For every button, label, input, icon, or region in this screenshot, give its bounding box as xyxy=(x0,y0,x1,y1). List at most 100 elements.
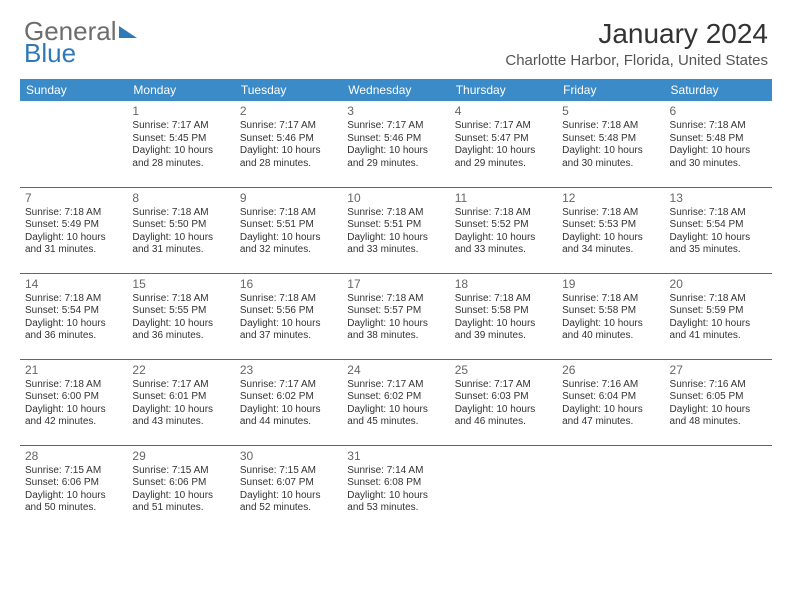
calendar-day-cell: 23Sunrise: 7:17 AMSunset: 6:02 PMDayligh… xyxy=(235,359,342,445)
day-detail-line: Sunrise: 7:18 AM xyxy=(670,120,767,133)
day-detail-line: and 47 minutes. xyxy=(562,416,659,429)
day-detail-line: Daylight: 10 hours xyxy=(670,318,767,331)
calendar-day-cell: 7Sunrise: 7:18 AMSunset: 5:49 PMDaylight… xyxy=(20,187,127,273)
calendar-day-cell: 8Sunrise: 7:18 AMSunset: 5:50 PMDaylight… xyxy=(127,187,234,273)
location: Charlotte Harbor, Florida, United States xyxy=(505,52,768,69)
day-detail-line: Daylight: 10 hours xyxy=(25,318,122,331)
day-detail-line: Sunset: 5:56 PM xyxy=(240,305,337,318)
calendar-day-cell: 24Sunrise: 7:17 AMSunset: 6:02 PMDayligh… xyxy=(342,359,449,445)
day-detail-line: Sunrise: 7:15 AM xyxy=(240,465,337,478)
day-number: 14 xyxy=(25,277,122,292)
day-detail-line: Sunset: 5:53 PM xyxy=(562,219,659,232)
day-detail-line: Daylight: 10 hours xyxy=(240,145,337,158)
day-detail-line: Sunset: 5:54 PM xyxy=(670,219,767,232)
day-number: 26 xyxy=(562,363,659,378)
calendar-day-cell: 4Sunrise: 7:17 AMSunset: 5:47 PMDaylight… xyxy=(450,101,557,187)
day-header: Tuesday xyxy=(235,79,342,101)
calendar-day-cell: 1Sunrise: 7:17 AMSunset: 5:45 PMDaylight… xyxy=(127,101,234,187)
day-detail-line: Sunrise: 7:18 AM xyxy=(455,207,552,220)
day-detail-line: Daylight: 10 hours xyxy=(25,404,122,417)
calendar-day-cell: 26Sunrise: 7:16 AMSunset: 6:04 PMDayligh… xyxy=(557,359,664,445)
calendar-day-cell: 22Sunrise: 7:17 AMSunset: 6:01 PMDayligh… xyxy=(127,359,234,445)
calendar-week-row: 7Sunrise: 7:18 AMSunset: 5:49 PMDaylight… xyxy=(20,187,772,273)
day-detail-line: and 48 minutes. xyxy=(670,416,767,429)
day-detail-line: and 44 minutes. xyxy=(240,416,337,429)
day-detail-line: Sunset: 5:48 PM xyxy=(670,133,767,146)
day-number: 17 xyxy=(347,277,444,292)
calendar-day-cell xyxy=(450,445,557,531)
day-detail-line: Daylight: 10 hours xyxy=(347,490,444,503)
day-detail-line: and 33 minutes. xyxy=(455,244,552,257)
calendar-day-cell: 31Sunrise: 7:14 AMSunset: 6:08 PMDayligh… xyxy=(342,445,449,531)
day-detail-line: Daylight: 10 hours xyxy=(670,404,767,417)
day-detail-line: Sunset: 5:59 PM xyxy=(670,305,767,318)
day-number: 16 xyxy=(240,277,337,292)
day-detail-line: Daylight: 10 hours xyxy=(240,318,337,331)
day-number: 15 xyxy=(132,277,229,292)
day-detail-line: Sunset: 5:46 PM xyxy=(240,133,337,146)
day-number: 29 xyxy=(132,449,229,464)
day-number: 7 xyxy=(25,191,122,206)
day-detail-line: and 51 minutes. xyxy=(132,502,229,515)
day-detail-line: Sunset: 5:47 PM xyxy=(455,133,552,146)
day-detail-line: Sunrise: 7:17 AM xyxy=(347,120,444,133)
day-detail-line: Daylight: 10 hours xyxy=(670,232,767,245)
day-detail-line: and 36 minutes. xyxy=(25,330,122,343)
day-detail-line: Sunrise: 7:15 AM xyxy=(25,465,122,478)
day-detail-line: Daylight: 10 hours xyxy=(670,145,767,158)
brand-logo: GeneralBlue xyxy=(24,18,141,66)
day-detail-line: Sunrise: 7:18 AM xyxy=(132,293,229,306)
day-detail-line: and 28 minutes. xyxy=(132,158,229,171)
day-number: 23 xyxy=(240,363,337,378)
calendar-day-cell: 16Sunrise: 7:18 AMSunset: 5:56 PMDayligh… xyxy=(235,273,342,359)
day-detail-line: and 46 minutes. xyxy=(455,416,552,429)
calendar-day-cell: 21Sunrise: 7:18 AMSunset: 6:00 PMDayligh… xyxy=(20,359,127,445)
day-detail-line: Sunrise: 7:18 AM xyxy=(562,120,659,133)
day-detail-line: Sunrise: 7:18 AM xyxy=(455,293,552,306)
calendar-day-cell: 25Sunrise: 7:17 AMSunset: 6:03 PMDayligh… xyxy=(450,359,557,445)
day-number: 5 xyxy=(562,104,659,119)
day-detail-line: and 36 minutes. xyxy=(132,330,229,343)
calendar-day-cell: 14Sunrise: 7:18 AMSunset: 5:54 PMDayligh… xyxy=(20,273,127,359)
calendar-day-cell: 2Sunrise: 7:17 AMSunset: 5:46 PMDaylight… xyxy=(235,101,342,187)
day-detail-line: Sunrise: 7:18 AM xyxy=(347,293,444,306)
day-detail-line: Sunrise: 7:17 AM xyxy=(347,379,444,392)
calendar-week-row: 1Sunrise: 7:17 AMSunset: 5:45 PMDaylight… xyxy=(20,101,772,187)
day-detail-line: Sunrise: 7:16 AM xyxy=(562,379,659,392)
calendar-day-cell: 10Sunrise: 7:18 AMSunset: 5:51 PMDayligh… xyxy=(342,187,449,273)
day-detail-line: Sunrise: 7:17 AM xyxy=(455,379,552,392)
calendar-week-row: 28Sunrise: 7:15 AMSunset: 6:06 PMDayligh… xyxy=(20,445,772,531)
day-number: 25 xyxy=(455,363,552,378)
day-detail-line: Sunset: 6:02 PM xyxy=(347,391,444,404)
day-number: 10 xyxy=(347,191,444,206)
day-detail-line: Sunset: 5:58 PM xyxy=(562,305,659,318)
day-detail-line: and 30 minutes. xyxy=(562,158,659,171)
calendar-day-cell: 15Sunrise: 7:18 AMSunset: 5:55 PMDayligh… xyxy=(127,273,234,359)
day-detail-line: Sunrise: 7:17 AM xyxy=(455,120,552,133)
day-number: 27 xyxy=(670,363,767,378)
day-detail-line: and 29 minutes. xyxy=(455,158,552,171)
day-detail-line: Daylight: 10 hours xyxy=(240,232,337,245)
day-number: 18 xyxy=(455,277,552,292)
calendar-day-cell xyxy=(665,445,772,531)
day-detail-line: Sunset: 5:45 PM xyxy=(132,133,229,146)
day-detail-line: and 33 minutes. xyxy=(347,244,444,257)
day-detail-line: Sunrise: 7:18 AM xyxy=(240,207,337,220)
day-detail-line: Sunrise: 7:17 AM xyxy=(240,379,337,392)
calendar-day-cell: 12Sunrise: 7:18 AMSunset: 5:53 PMDayligh… xyxy=(557,187,664,273)
day-detail-line: Daylight: 10 hours xyxy=(562,145,659,158)
calendar-day-cell: 3Sunrise: 7:17 AMSunset: 5:46 PMDaylight… xyxy=(342,101,449,187)
day-detail-line: and 29 minutes. xyxy=(347,158,444,171)
day-detail-line: Daylight: 10 hours xyxy=(132,232,229,245)
calendar-day-cell: 18Sunrise: 7:18 AMSunset: 5:58 PMDayligh… xyxy=(450,273,557,359)
calendar-grid: SundayMondayTuesdayWednesdayThursdayFrid… xyxy=(20,79,772,531)
day-detail-line: Sunset: 5:52 PM xyxy=(455,219,552,232)
day-detail-line: Daylight: 10 hours xyxy=(562,318,659,331)
day-number: 2 xyxy=(240,104,337,119)
day-detail-line: Sunrise: 7:18 AM xyxy=(132,207,229,220)
day-detail-line: Sunrise: 7:16 AM xyxy=(670,379,767,392)
day-number: 20 xyxy=(670,277,767,292)
day-detail-line: and 40 minutes. xyxy=(562,330,659,343)
day-detail-line: Sunset: 5:51 PM xyxy=(240,219,337,232)
day-number: 22 xyxy=(132,363,229,378)
